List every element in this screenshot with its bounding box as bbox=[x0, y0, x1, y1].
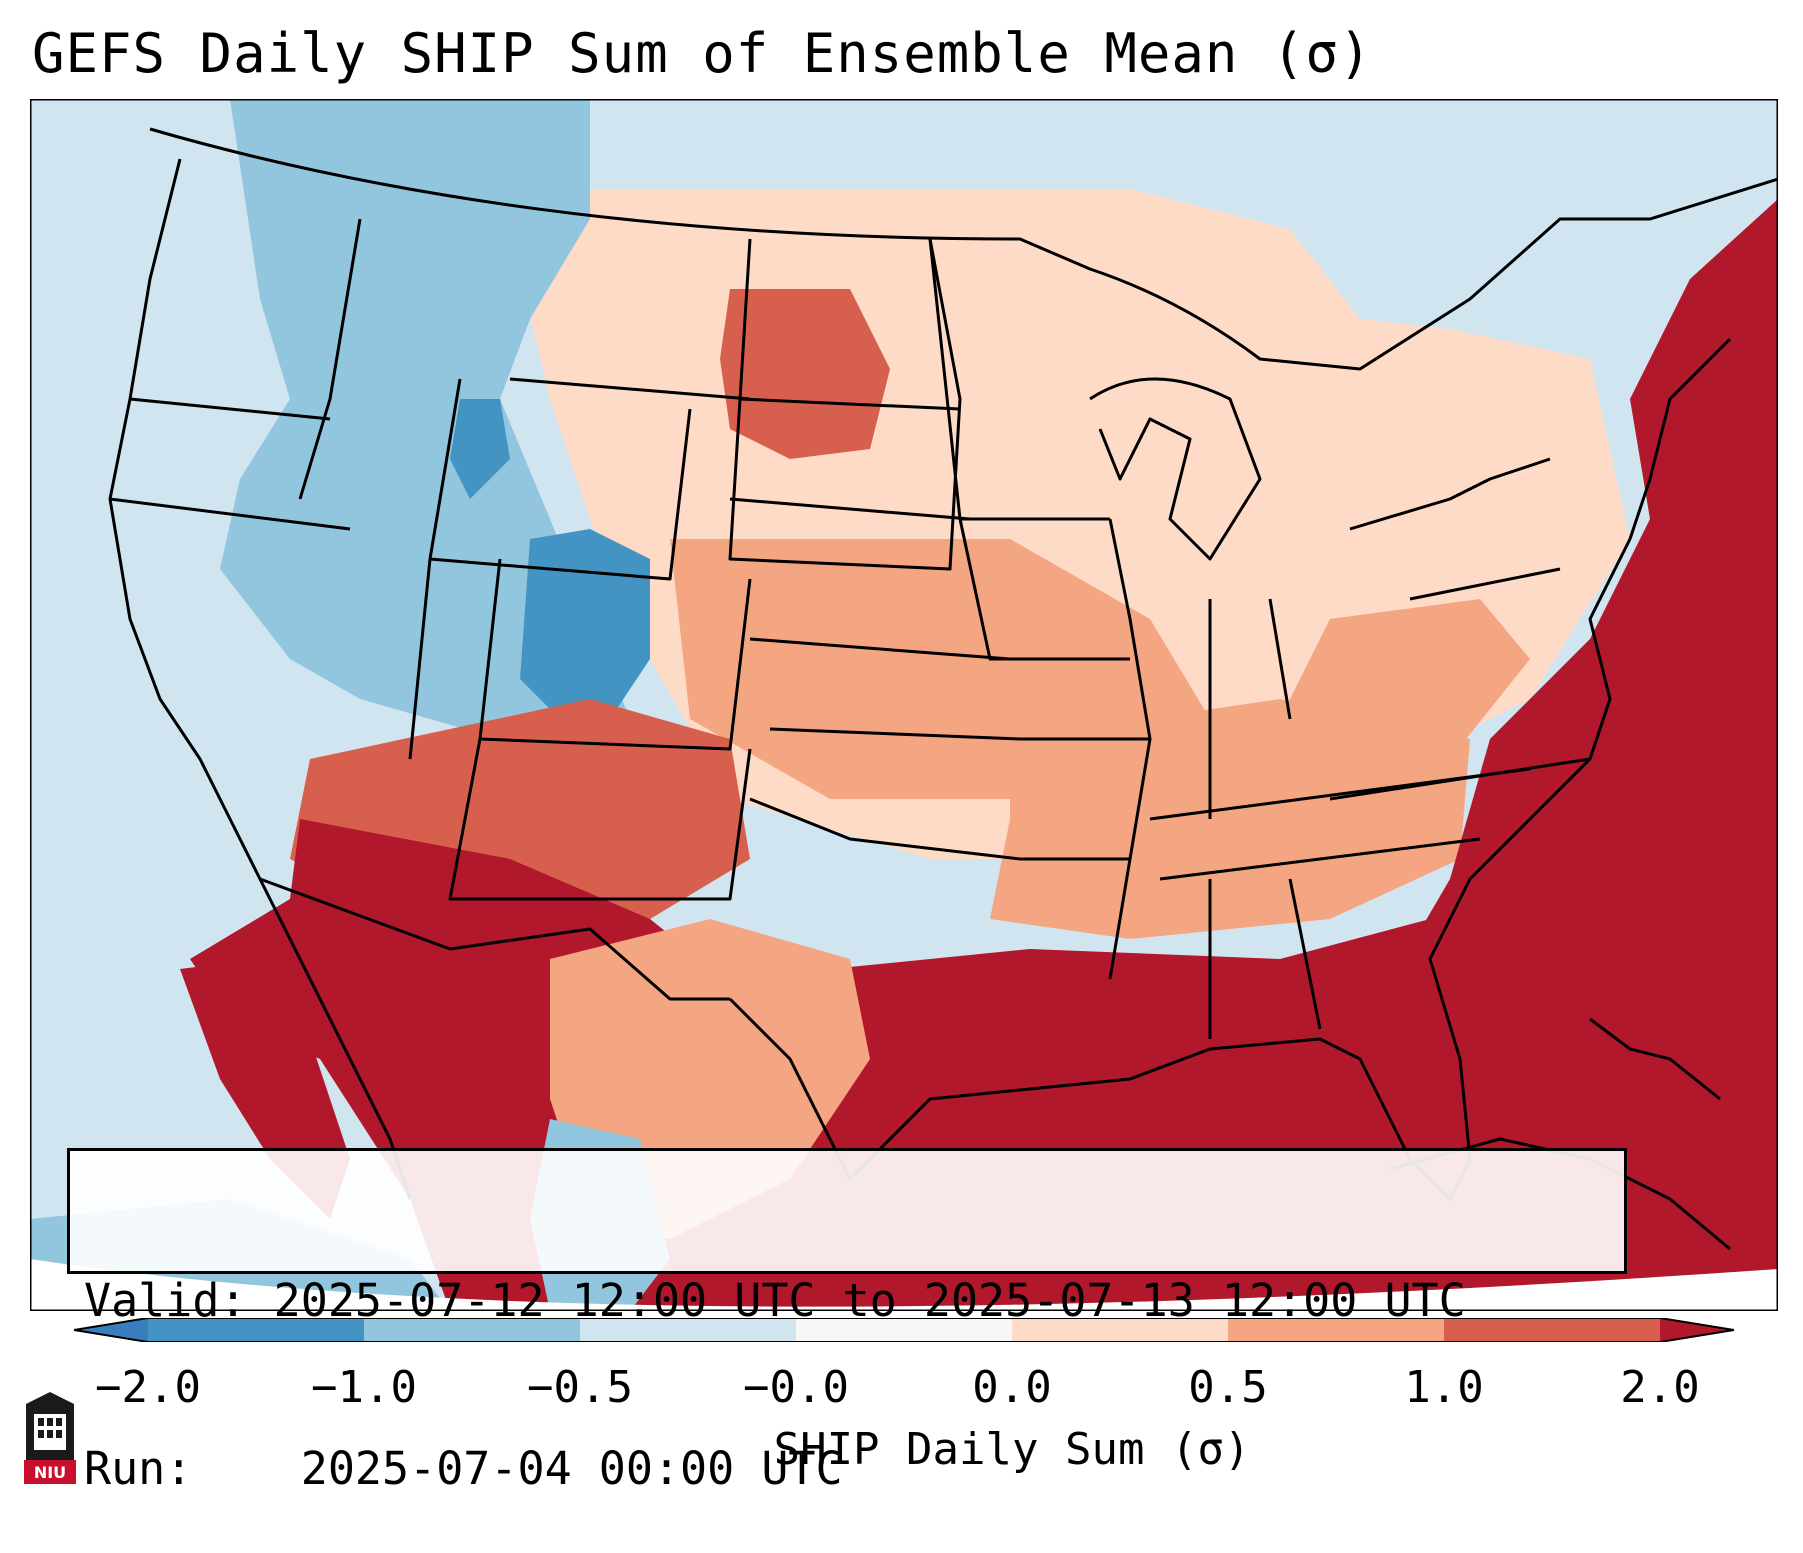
ks-ok-line bbox=[769, 727, 1021, 741]
al-ga bbox=[1288, 878, 1322, 1030]
id-border bbox=[298, 218, 362, 500]
sd-ne-line bbox=[729, 497, 971, 521]
west-coast bbox=[108, 158, 412, 1200]
ia-mo bbox=[958, 518, 1130, 661]
run-line: Run: 2025-07-04 00:00 UTC bbox=[84, 1441, 1610, 1497]
tn-south bbox=[1159, 837, 1481, 881]
lake-erie-ontario bbox=[1349, 457, 1551, 531]
field-colorado-deepblue bbox=[520, 529, 650, 719]
colorbar-bin-7 bbox=[1444, 1318, 1660, 1342]
ut-co-line bbox=[408, 558, 432, 760]
ne-ks-line bbox=[749, 637, 1011, 661]
colorbar-tick-label: −0.0 bbox=[743, 1362, 849, 1413]
colorbar-tick-label: 1.0 bbox=[1404, 1362, 1484, 1413]
colorbar-title: SHIP Daily Sum (σ) bbox=[773, 1424, 1251, 1475]
off-domain-region bbox=[30, 1259, 1778, 1311]
mt-wy-line bbox=[509, 377, 751, 401]
ship-anomaly-map bbox=[30, 99, 1778, 1311]
colorbar-bin-3 bbox=[580, 1318, 796, 1342]
nd-sd-line bbox=[739, 397, 961, 411]
field-dakota-red bbox=[720, 289, 890, 459]
niu-logo: NIU bbox=[24, 1392, 76, 1484]
co-border bbox=[478, 558, 752, 751]
map-panel bbox=[30, 99, 1778, 1311]
colorbar-bin-6 bbox=[1228, 1318, 1444, 1342]
mexico-border bbox=[259, 877, 730, 1001]
wy-border bbox=[428, 378, 692, 581]
colorbar-tick-label: 2.0 bbox=[1620, 1362, 1700, 1413]
va-nc bbox=[1329, 757, 1591, 801]
wa-or-line bbox=[129, 397, 331, 421]
colorbar-extend-high bbox=[1660, 1318, 1734, 1342]
field-midatlantic-salmon bbox=[1270, 599, 1530, 799]
or-ca-line bbox=[109, 497, 351, 531]
colorbar-tick-label: 0.0 bbox=[972, 1362, 1052, 1413]
great-lakes bbox=[1089, 377, 1262, 561]
colorbar-tick-label: −2.0 bbox=[95, 1362, 201, 1413]
ok-tx-line bbox=[749, 797, 1021, 861]
colorbar-extend-low bbox=[74, 1318, 148, 1342]
bahamas bbox=[1589, 1017, 1721, 1101]
field-utah-deepblue bbox=[450, 399, 510, 499]
logo-banner bbox=[24, 1460, 76, 1484]
oh-border bbox=[1268, 598, 1292, 720]
colorbar-bin-4 bbox=[796, 1318, 1012, 1342]
colorbar-tick-label: −1.0 bbox=[311, 1362, 417, 1413]
colorbar-tick-label: −0.5 bbox=[527, 1362, 633, 1413]
us-canada-border bbox=[149, 127, 1778, 371]
run-label: Run: bbox=[84, 1442, 193, 1495]
run-value: 2025-07-04 00:00 UTC bbox=[300, 1442, 843, 1495]
logo-text: NIU bbox=[34, 1463, 66, 1482]
colorbar-bin-5 bbox=[1012, 1318, 1228, 1342]
dakotas bbox=[728, 238, 962, 571]
colorbar-tick-label: 0.5 bbox=[1188, 1362, 1268, 1413]
colorbar-bin-1 bbox=[148, 1318, 364, 1342]
colorbar bbox=[74, 1318, 1734, 1342]
valid-run-info-box: Valid: 2025-07-12 12:00 UTC to 2025-07-1… bbox=[67, 1148, 1627, 1495]
miss-river bbox=[1108, 518, 1152, 980]
page-title: GEFS Daily SHIP Sum of Ensemble Mean (σ) bbox=[32, 22, 1373, 85]
colorbar-bin-2 bbox=[364, 1318, 580, 1342]
pa-ny bbox=[1409, 567, 1561, 601]
nm-border bbox=[448, 738, 752, 901]
